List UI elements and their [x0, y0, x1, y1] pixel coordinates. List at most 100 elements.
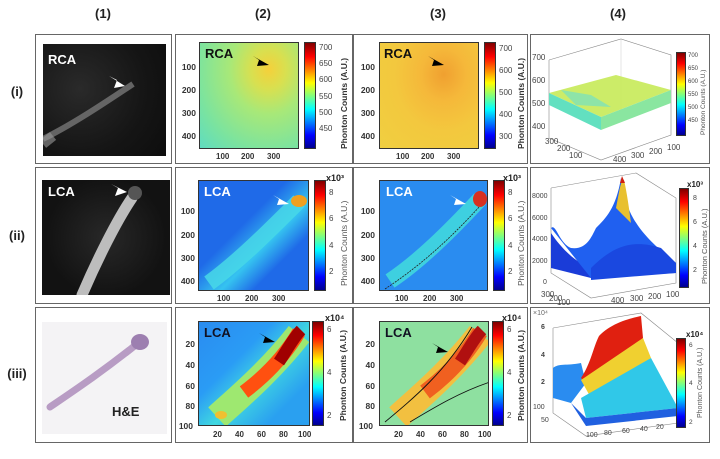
- colorbar: [484, 42, 496, 149]
- x-tick: 80: [604, 430, 612, 437]
- z-tick: 600: [532, 76, 546, 85]
- colorbar-tick: 8: [508, 188, 513, 197]
- y-tick: 50: [541, 417, 549, 424]
- arrow-icon: [450, 195, 466, 205]
- colorbar-tick: 4: [693, 243, 697, 250]
- y-tick: 200: [360, 230, 375, 240]
- y-tick: 200: [180, 230, 195, 240]
- z-tick: 500: [532, 99, 546, 108]
- panel-r3c4: ×10⁴ 6 4 2 100 50 100 80 60 40 20 x10⁴ 6…: [530, 307, 710, 443]
- y-tick: 40: [185, 360, 195, 370]
- z-tick: 400: [532, 122, 546, 131]
- z-tick: 4000: [532, 236, 548, 243]
- colorbar-label: Phonton Counts (A.U.): [338, 329, 348, 421]
- y-tick: 300: [545, 137, 559, 146]
- x-tick: 300: [272, 294, 286, 303]
- surface-plot-3d: [552, 312, 679, 437]
- colorbar: [492, 321, 504, 426]
- vessel-signal: [204, 195, 307, 290]
- heatmap: LCA: [379, 180, 488, 291]
- y-tick: 80: [365, 401, 375, 411]
- lca-fluorescence-image: LCA: [42, 180, 170, 295]
- x-tick: 80: [279, 430, 288, 439]
- colorbar-tick: 600: [688, 79, 699, 85]
- heatmap: LCA: [379, 321, 489, 426]
- arrow-icon: [253, 56, 269, 66]
- panel-r3c1: H&E: [35, 307, 172, 443]
- colorbar: [493, 180, 505, 291]
- vessel-shape: [43, 81, 135, 148]
- colorbar-tick: 8: [693, 195, 697, 202]
- x-tick: 100: [396, 152, 410, 161]
- x-tick: 100: [586, 432, 598, 439]
- y-tick: 200: [549, 294, 563, 303]
- panel-r3c3: LCA 20 40 60 80 100 20 40 60 80 100 x10⁴…: [353, 307, 528, 443]
- y-tick: 100: [557, 298, 571, 307]
- z-tick: 2: [541, 379, 545, 386]
- x-tick: 300: [267, 152, 281, 161]
- rca-fluorescence-image: RCA: [43, 44, 166, 156]
- panel-r1c2: RCA 100 200 300 400 100 200 300 700 650 …: [175, 34, 353, 164]
- colorbar-label: Phonton Counts (A.U.): [700, 69, 707, 135]
- stain-tag: H&E: [112, 404, 140, 419]
- tissue-section: [46, 334, 149, 411]
- x-tick: 300: [450, 294, 464, 303]
- arrow-icon: [273, 195, 289, 205]
- x-tick: 400: [611, 296, 625, 305]
- x-tick: 200: [649, 147, 663, 156]
- vessel-tag: LCA: [48, 184, 75, 199]
- x-tick: 40: [416, 430, 425, 439]
- colorbar-label: Phonton Counts (A.U.): [697, 347, 704, 418]
- x-tick: 300: [630, 294, 644, 303]
- x-tick: 200: [421, 152, 435, 161]
- colorbar-label: Phonton Counts (A.U.): [516, 200, 526, 286]
- x-tick: 60: [438, 430, 447, 439]
- y-tick: 60: [185, 381, 195, 391]
- x-tick: 300: [631, 151, 645, 160]
- row-label-iii: (iii): [7, 366, 27, 381]
- x-tick: 200: [648, 292, 662, 301]
- x-tick: 100: [395, 294, 409, 303]
- surface-plot-3d: [548, 38, 672, 161]
- x-tick: 100: [666, 290, 680, 299]
- colorbar-multiplier: x10⁴: [686, 330, 704, 339]
- y-tick: 100: [360, 62, 375, 72]
- colorbar-tick: 4: [689, 380, 693, 387]
- colorbar-label: Phonton Counts (A.U.): [339, 57, 349, 149]
- y-tick: 80: [185, 401, 195, 411]
- x-tick: 200: [245, 294, 259, 303]
- colorbar-tick: 6: [507, 325, 512, 334]
- colorbar-tick: 2: [689, 419, 693, 426]
- colorbar-tick: 700: [319, 43, 333, 52]
- y-tick: 300: [541, 290, 555, 299]
- y-tick: 100: [180, 206, 195, 216]
- x-tick: 80: [460, 430, 469, 439]
- heatmap: RCA: [199, 42, 299, 149]
- column-label-4: (4): [610, 6, 626, 21]
- heatmap: LCA: [198, 180, 309, 291]
- he-histology-image: H&E: [42, 322, 167, 434]
- z-tick: 8000: [532, 193, 548, 200]
- x-tick: 300: [447, 152, 461, 161]
- colorbar-tick: 6: [329, 214, 334, 223]
- colorbar: [312, 321, 324, 426]
- colorbar-multiplier: x10⁴: [325, 313, 345, 323]
- colorbar-tick: 600: [499, 66, 513, 75]
- colorbar-multiplier: x10³: [503, 173, 522, 183]
- panel-r1c4: 700 600 500 400 300 200 100 400 300 200 …: [530, 34, 710, 164]
- colorbar: [304, 42, 316, 149]
- colorbar-tick: 450: [688, 118, 699, 124]
- arrow-icon: [432, 343, 448, 353]
- x-tick: 20: [394, 430, 403, 439]
- arrow-icon: [259, 333, 275, 343]
- colorbar: [679, 188, 689, 288]
- x-tick: 100: [216, 152, 230, 161]
- colorbar-multiplier: x10³: [687, 180, 704, 189]
- y-tick: 100: [358, 421, 373, 431]
- x-tick: 60: [257, 430, 266, 439]
- y-tick: 400: [181, 131, 196, 141]
- colorbar-tick: 650: [319, 59, 333, 68]
- y-tick: 300: [180, 253, 195, 263]
- y-tick: 400: [360, 131, 375, 141]
- z-tick: 0: [543, 279, 547, 286]
